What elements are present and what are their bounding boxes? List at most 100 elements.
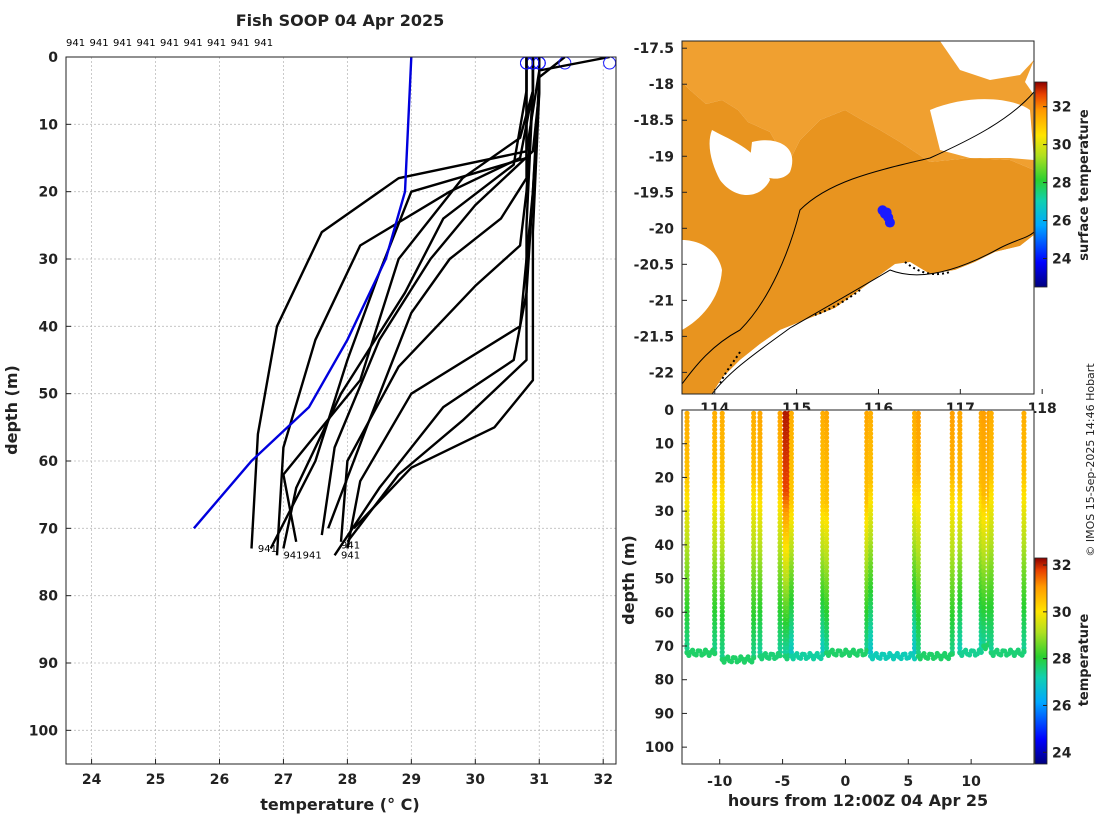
section-point bbox=[867, 588, 874, 594]
section-point bbox=[751, 637, 757, 643]
section-point bbox=[684, 637, 690, 643]
section-point bbox=[777, 536, 783, 542]
section-point bbox=[777, 604, 783, 611]
section-point bbox=[719, 560, 725, 566]
section-point bbox=[911, 499, 918, 505]
section-point bbox=[712, 633, 718, 639]
section-point bbox=[788, 613, 794, 619]
section-point bbox=[751, 451, 757, 457]
temperature-profile-line bbox=[250, 57, 610, 549]
section-point bbox=[820, 645, 826, 651]
section-point bbox=[1021, 584, 1027, 590]
section-point bbox=[782, 560, 788, 566]
section-point bbox=[684, 426, 690, 433]
section-point bbox=[719, 507, 725, 514]
chart-title: Fish SOOP 04 Apr 2025 bbox=[236, 11, 445, 30]
section-point bbox=[957, 564, 963, 570]
section-point bbox=[823, 520, 830, 526]
section-point bbox=[981, 604, 987, 611]
section-point bbox=[757, 588, 763, 594]
section-point bbox=[788, 596, 794, 603]
section-point bbox=[684, 507, 690, 514]
section-point bbox=[867, 414, 874, 421]
section-point bbox=[712, 515, 718, 522]
section-point bbox=[823, 641, 830, 647]
section-point bbox=[823, 483, 830, 489]
section-point bbox=[823, 435, 830, 441]
section-point bbox=[712, 625, 718, 631]
section-point bbox=[777, 548, 783, 554]
section-point bbox=[777, 524, 783, 530]
section-point bbox=[911, 621, 918, 627]
section-point bbox=[867, 447, 874, 453]
section-point bbox=[911, 479, 918, 485]
section-point bbox=[915, 556, 921, 562]
section-point bbox=[751, 556, 757, 562]
section-point bbox=[693, 652, 699, 658]
section-point bbox=[911, 548, 918, 554]
section-point bbox=[957, 637, 963, 643]
section-point bbox=[782, 431, 788, 437]
section-point bbox=[867, 451, 874, 457]
section-point bbox=[770, 651, 776, 658]
section-point bbox=[915, 633, 921, 639]
section-point bbox=[820, 414, 826, 421]
section-point bbox=[782, 439, 788, 445]
section-point bbox=[684, 524, 690, 530]
section-point bbox=[782, 447, 788, 453]
section-point bbox=[911, 463, 918, 469]
section-point bbox=[823, 617, 830, 623]
section-point bbox=[864, 507, 870, 514]
section-point bbox=[777, 483, 783, 489]
section-point bbox=[823, 455, 830, 461]
section-point bbox=[957, 418, 963, 425]
section-point bbox=[957, 544, 963, 550]
section-point bbox=[864, 641, 870, 647]
section-point bbox=[949, 455, 955, 461]
section-point bbox=[823, 596, 830, 603]
section-point bbox=[777, 544, 783, 550]
section-point bbox=[867, 560, 874, 566]
section-point bbox=[782, 544, 788, 550]
section-point bbox=[957, 592, 963, 599]
section-point bbox=[867, 511, 874, 518]
section-point bbox=[788, 548, 794, 554]
section-point bbox=[751, 499, 757, 505]
section-point bbox=[981, 556, 987, 562]
section-point bbox=[757, 520, 763, 526]
section-y-tick-label: 10 bbox=[655, 437, 675, 453]
section-point bbox=[915, 548, 921, 554]
section-point bbox=[751, 532, 757, 538]
section-point bbox=[684, 552, 690, 558]
section-point bbox=[684, 621, 690, 627]
x-tick-label: 31 bbox=[530, 772, 549, 788]
section-point bbox=[751, 422, 757, 429]
section-point bbox=[757, 613, 763, 619]
section-point bbox=[684, 580, 690, 586]
section-point bbox=[911, 540, 918, 546]
section-point bbox=[777, 511, 783, 518]
surface-marker bbox=[558, 57, 572, 70]
section-point bbox=[949, 536, 955, 542]
section-y-tick-label: 40 bbox=[655, 538, 675, 554]
section-point bbox=[684, 560, 690, 566]
section-point bbox=[782, 604, 788, 611]
y-tick-label: 100 bbox=[29, 723, 58, 739]
section-point bbox=[949, 641, 955, 647]
section-point bbox=[981, 459, 987, 465]
y-tick-label: 60 bbox=[39, 454, 59, 470]
section-point bbox=[782, 592, 788, 599]
section-point bbox=[757, 609, 763, 615]
section-point bbox=[911, 528, 918, 534]
section-point bbox=[788, 426, 794, 433]
section-point bbox=[782, 463, 788, 469]
section-point bbox=[757, 475, 763, 481]
section-point bbox=[867, 431, 874, 437]
section-point bbox=[712, 641, 718, 647]
section-point bbox=[1002, 648, 1008, 654]
section-point bbox=[719, 552, 725, 558]
section-point bbox=[712, 443, 718, 449]
y-tick-label: 90 bbox=[39, 656, 59, 672]
section-point bbox=[1021, 596, 1027, 603]
